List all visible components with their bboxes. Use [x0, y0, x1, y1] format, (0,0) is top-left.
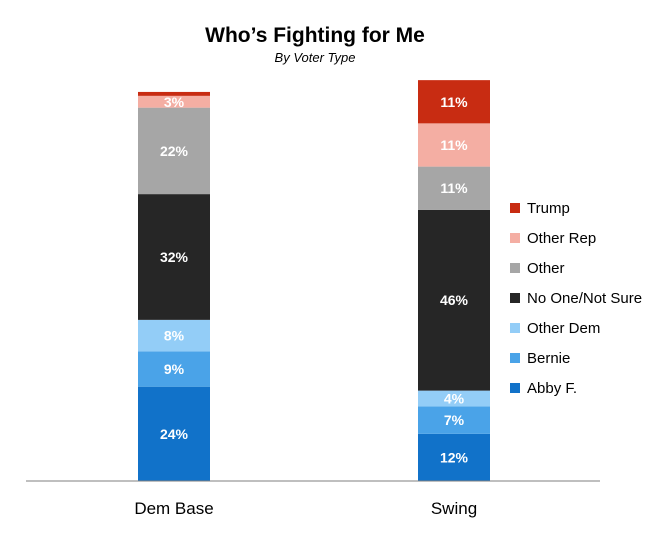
- data-label-dem-base-other-dem: 8%: [164, 328, 185, 344]
- bar-dem-base-abby-f: [138, 386, 210, 481]
- bar-dem-base-trump: [138, 91, 210, 96]
- bar-swing-other-rep: [418, 123, 490, 167]
- data-label-dem-base-abby-f: 24%: [160, 426, 189, 442]
- data-label-swing-no-one-not-sure: 46%: [440, 292, 469, 308]
- bar-swing-other-dem: [418, 390, 490, 407]
- legend-swatch-abby-f: [510, 383, 520, 393]
- legend-label-other-dem: Other Dem: [527, 320, 600, 337]
- data-label-swing-trump: 11%: [440, 94, 468, 110]
- legend-label-bernie: Bernie: [527, 350, 570, 367]
- bar-swing-other: [418, 166, 490, 210]
- category-labels: Dem Base Swing: [134, 499, 477, 518]
- data-label-swing-other-rep: 11%: [440, 137, 468, 153]
- bar-dem-base-bernie: [138, 351, 210, 387]
- data-label-swing-abby-f: 12%: [440, 449, 469, 465]
- bar-dem-base-no-one-not-sure: [138, 194, 210, 320]
- category-label-swing: Swing: [431, 499, 477, 518]
- bars-group: 24% 9% 8% 32% 22% 3% 12% 7% 4% 46% 11% 11% 11%: [138, 80, 490, 481]
- data-label-dem-base-other: 22%: [160, 143, 189, 159]
- chart-title: Who’s Fighting for Me: [205, 24, 425, 47]
- data-label-dem-base-other-rep: 3%: [164, 94, 185, 110]
- legend-label-other-rep: Other Rep: [527, 230, 596, 247]
- bar-swing-trump: [418, 80, 490, 124]
- legend-label-no-one-not-sure: No One/Not Sure: [527, 290, 642, 307]
- legend-label-other: Other: [527, 260, 565, 277]
- legend: Trump Other Rep Other No One/Not Sure Other …: [510, 200, 642, 397]
- data-label-swing-other-dem: 4%: [444, 390, 465, 406]
- bar-swing-abby-f: [418, 433, 490, 481]
- data-label-dem-base-no-one-not-sure: 32%: [160, 249, 189, 265]
- chart-subtitle: By Voter Type: [275, 50, 356, 65]
- data-label-dem-base-bernie: 9%: [164, 361, 185, 377]
- legend-swatch-other-rep: [510, 233, 520, 243]
- category-label-dem-base: Dem Base: [134, 499, 213, 518]
- legend-swatch-other: [510, 263, 520, 273]
- data-label-swing-other: 11%: [440, 180, 468, 196]
- bar-dem-base-other-rep: [138, 95, 210, 108]
- bar-dem-base-other-dem: [138, 319, 210, 352]
- legend-label-abby-f: Abby F.: [527, 380, 577, 397]
- bar-dem-base-other: [138, 107, 210, 195]
- data-label-swing-bernie: 7%: [444, 412, 465, 428]
- legend-swatch-trump: [510, 203, 520, 213]
- bar-swing-bernie: [418, 406, 490, 434]
- legend-swatch-other-dem: [510, 323, 520, 333]
- bar-swing-no-one-not-sure: [418, 209, 490, 391]
- legend-swatch-bernie: [510, 353, 520, 363]
- legend-swatch-no-one-not-sure: [510, 293, 520, 303]
- legend-label-trump: Trump: [527, 200, 570, 217]
